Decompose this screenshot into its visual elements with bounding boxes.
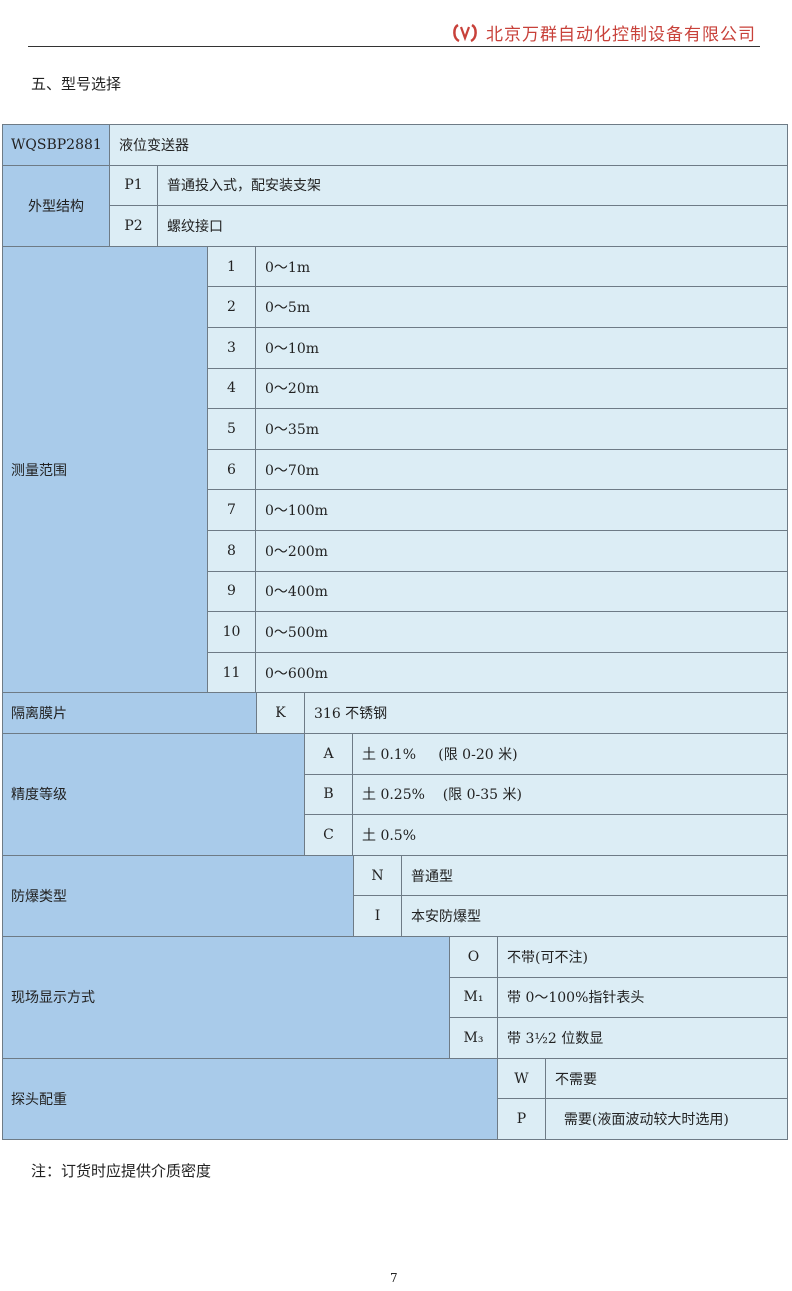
option-text: 土 0.5% [352,814,788,856]
option-text: 316 不锈钢 [304,692,788,734]
option-text: 0～200m [255,530,788,572]
option-code: W [497,1057,546,1100]
option-text: 不带(可不注) [497,936,788,978]
option-code: O [449,936,498,978]
option-text: 0～400m [255,570,788,613]
option-text: 0～100m [255,489,788,531]
option-code: 1 [207,245,256,288]
option-code: 2 [207,286,256,328]
option-text: 0～600m [255,651,788,694]
option-code: 5 [207,408,256,450]
option-text: 不需要 [545,1057,788,1100]
model-code: WQSBP2881 [2,124,110,166]
option-code: 6 [207,448,256,491]
option-code: P [497,1098,546,1140]
option-text: 普通投入式，配安装支架 [157,164,788,207]
option-code: 9 [207,570,256,613]
option-text: 需要(液面波动较大时选用) [545,1098,788,1140]
option-code: M₃ [449,1017,498,1059]
company-logo-icon [453,23,477,42]
option-text: 普通型 [401,854,788,897]
option-code: P2 [109,205,158,247]
option-code: P1 [109,164,158,207]
group-label: 探头配重 [2,1057,498,1140]
model-name: 液位变送器 [109,124,788,166]
option-text: 0～35m [255,408,788,450]
order-note: 注：订货时应提供介质密度 [31,1162,212,1180]
option-text: 本安防爆型 [401,895,788,937]
option-text: 0～500m [255,611,788,653]
section-title: 五、型号选择 [31,75,122,93]
group-label: 测量范围 [2,245,208,694]
page-header: 北京万群自动化控制设备有限公司 [452,20,756,45]
group-label: 隔离膜片 [2,692,257,734]
option-code: C [304,814,353,856]
page-number: 7 [390,1271,398,1285]
option-text: 带 3½2 位数显 [497,1017,788,1059]
option-code: 11 [207,651,256,694]
option-code: 7 [207,489,256,531]
group-label: 外型结构 [2,164,110,247]
group-label: 精度等级 [2,733,305,856]
option-code: A [304,733,353,775]
option-text: 0～70m [255,448,788,491]
option-code: 8 [207,530,256,572]
option-text: 带 0～100%指针表头 [497,976,788,1019]
group-label: 防爆类型 [2,854,354,937]
option-code: I [353,895,402,937]
header-rule [28,46,760,47]
option-text: 土 0.25% (限 0-35 米) [352,773,788,816]
option-text: 土 0.1% (限 0-20 米) [352,733,788,775]
option-text: 0～5m [255,286,788,328]
option-code: N [353,854,402,897]
company-name: 北京万群自动化控制设备有限公司 [486,25,756,45]
option-text: 0～20m [255,367,788,410]
option-code: 10 [207,611,256,653]
option-text: 0～10m [255,327,788,369]
option-code: B [304,773,353,816]
option-code: M₁ [449,976,498,1019]
option-text: 0～1m [255,245,788,288]
option-text: 螺纹接口 [157,205,788,247]
option-code: K [256,692,305,734]
group-label: 现场显示方式 [2,936,450,1059]
option-code: 4 [207,367,256,410]
option-code: 3 [207,327,256,369]
